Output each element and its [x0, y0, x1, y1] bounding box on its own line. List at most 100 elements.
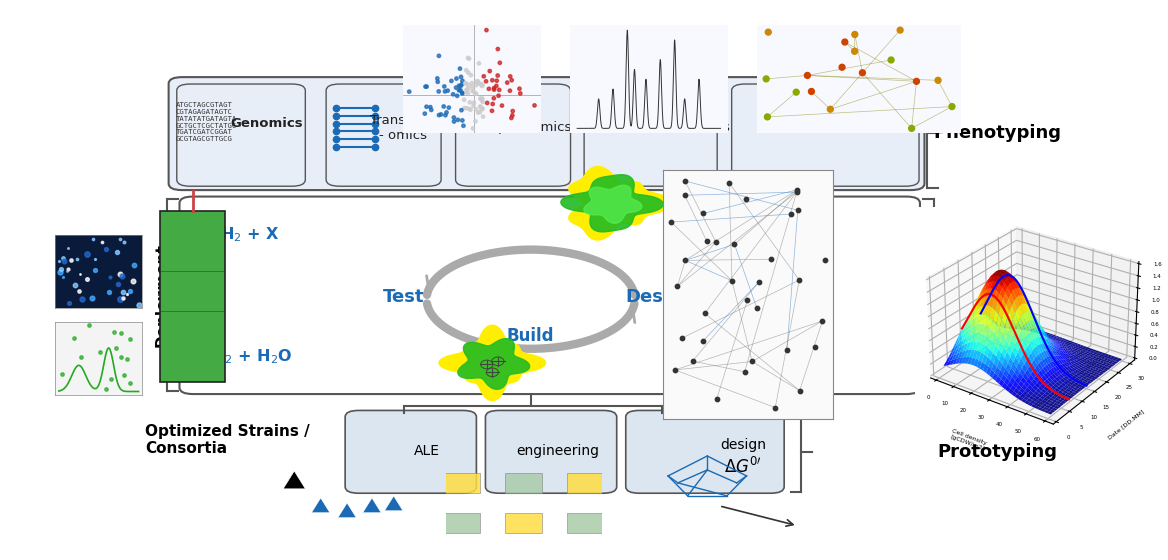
Bar [506, 473, 542, 493]
Point [114, 370, 133, 379]
Point [833, 63, 851, 72]
Polygon shape [384, 496, 403, 511]
Point [468, 77, 487, 86]
Text: engineering: engineering [516, 444, 599, 458]
Point [723, 276, 742, 285]
Point [719, 179, 738, 188]
Point [117, 355, 135, 364]
Point [943, 102, 961, 111]
Point [461, 105, 480, 114]
Point [467, 89, 486, 98]
Point [707, 237, 725, 246]
Point [472, 105, 491, 114]
Point [668, 282, 687, 291]
Bar [443, 513, 480, 533]
Bar [506, 513, 542, 533]
Point [738, 296, 757, 305]
Text: $\Delta G^{0\prime}$: $\Delta G^{0\prime}$ [724, 458, 763, 478]
Point [666, 366, 684, 375]
Point [468, 108, 487, 117]
Point [449, 115, 467, 124]
Point [446, 83, 465, 92]
Point [694, 209, 712, 218]
Point [503, 106, 522, 115]
Polygon shape [584, 185, 642, 223]
Point [662, 218, 681, 227]
Point [766, 403, 785, 412]
Point [759, 27, 778, 36]
Point [453, 76, 472, 85]
Point [798, 71, 816, 80]
FancyBboxPatch shape [180, 197, 920, 394]
Point [472, 80, 491, 88]
Text: TGATCGATCGGAT: TGATCGATCGGAT [176, 129, 232, 136]
Point [480, 85, 499, 94]
Point [501, 72, 520, 81]
Point [463, 78, 481, 87]
Point [813, 316, 832, 325]
Point [503, 111, 522, 120]
Point [488, 71, 507, 80]
Text: Design: Design [625, 288, 695, 306]
Text: proteomics: proteomics [498, 121, 572, 134]
FancyBboxPatch shape [168, 77, 925, 190]
Text: ALE: ALE [413, 444, 439, 458]
Point [416, 82, 434, 91]
Point [815, 255, 834, 264]
Point [675, 176, 694, 185]
Point [464, 124, 482, 133]
Bar [568, 473, 605, 493]
Point [445, 117, 464, 126]
Point [457, 66, 475, 74]
Point [451, 81, 470, 90]
Text: Phenotyping: Phenotyping [933, 124, 1061, 142]
Point [453, 116, 472, 125]
Point [737, 195, 756, 204]
Point [447, 74, 466, 83]
Point [477, 77, 495, 86]
Point [112, 329, 131, 338]
Point [762, 255, 780, 264]
Text: TATATATGATAGTA: TATATATGATAGTA [176, 116, 237, 122]
Point [821, 105, 840, 114]
Point [788, 185, 807, 194]
Point [447, 91, 466, 100]
FancyBboxPatch shape [584, 84, 717, 186]
Point [853, 68, 871, 77]
Point [436, 87, 454, 96]
Point [111, 352, 130, 361]
Point [806, 343, 825, 352]
Point [464, 101, 482, 110]
Point [902, 124, 920, 133]
Point [444, 90, 463, 99]
Point [477, 26, 495, 35]
Point [417, 82, 436, 91]
Text: CGTAGAGATAGTC: CGTAGAGATAGTC [176, 109, 232, 115]
Point [451, 64, 470, 73]
Point [453, 80, 472, 88]
Point [71, 353, 90, 362]
Point [725, 240, 744, 249]
Point [466, 105, 485, 114]
Point [748, 304, 766, 312]
Point [453, 88, 472, 97]
Point [493, 101, 512, 110]
Point [501, 86, 520, 95]
Point [474, 72, 493, 81]
Polygon shape [312, 498, 331, 513]
Point [438, 86, 457, 95]
Point [53, 369, 71, 378]
Text: Prototyping: Prototyping [937, 443, 1057, 461]
Point [470, 59, 488, 68]
Point [908, 77, 926, 86]
Point [510, 84, 529, 93]
Text: ATGCTAGCGTAGT: ATGCTAGCGTAGT [176, 102, 232, 108]
Point [758, 113, 777, 122]
Point [430, 87, 449, 96]
Point [422, 105, 440, 114]
Point [445, 113, 464, 122]
Point [781, 209, 800, 218]
Point [457, 85, 475, 94]
Point [489, 91, 508, 100]
Point [459, 80, 478, 89]
